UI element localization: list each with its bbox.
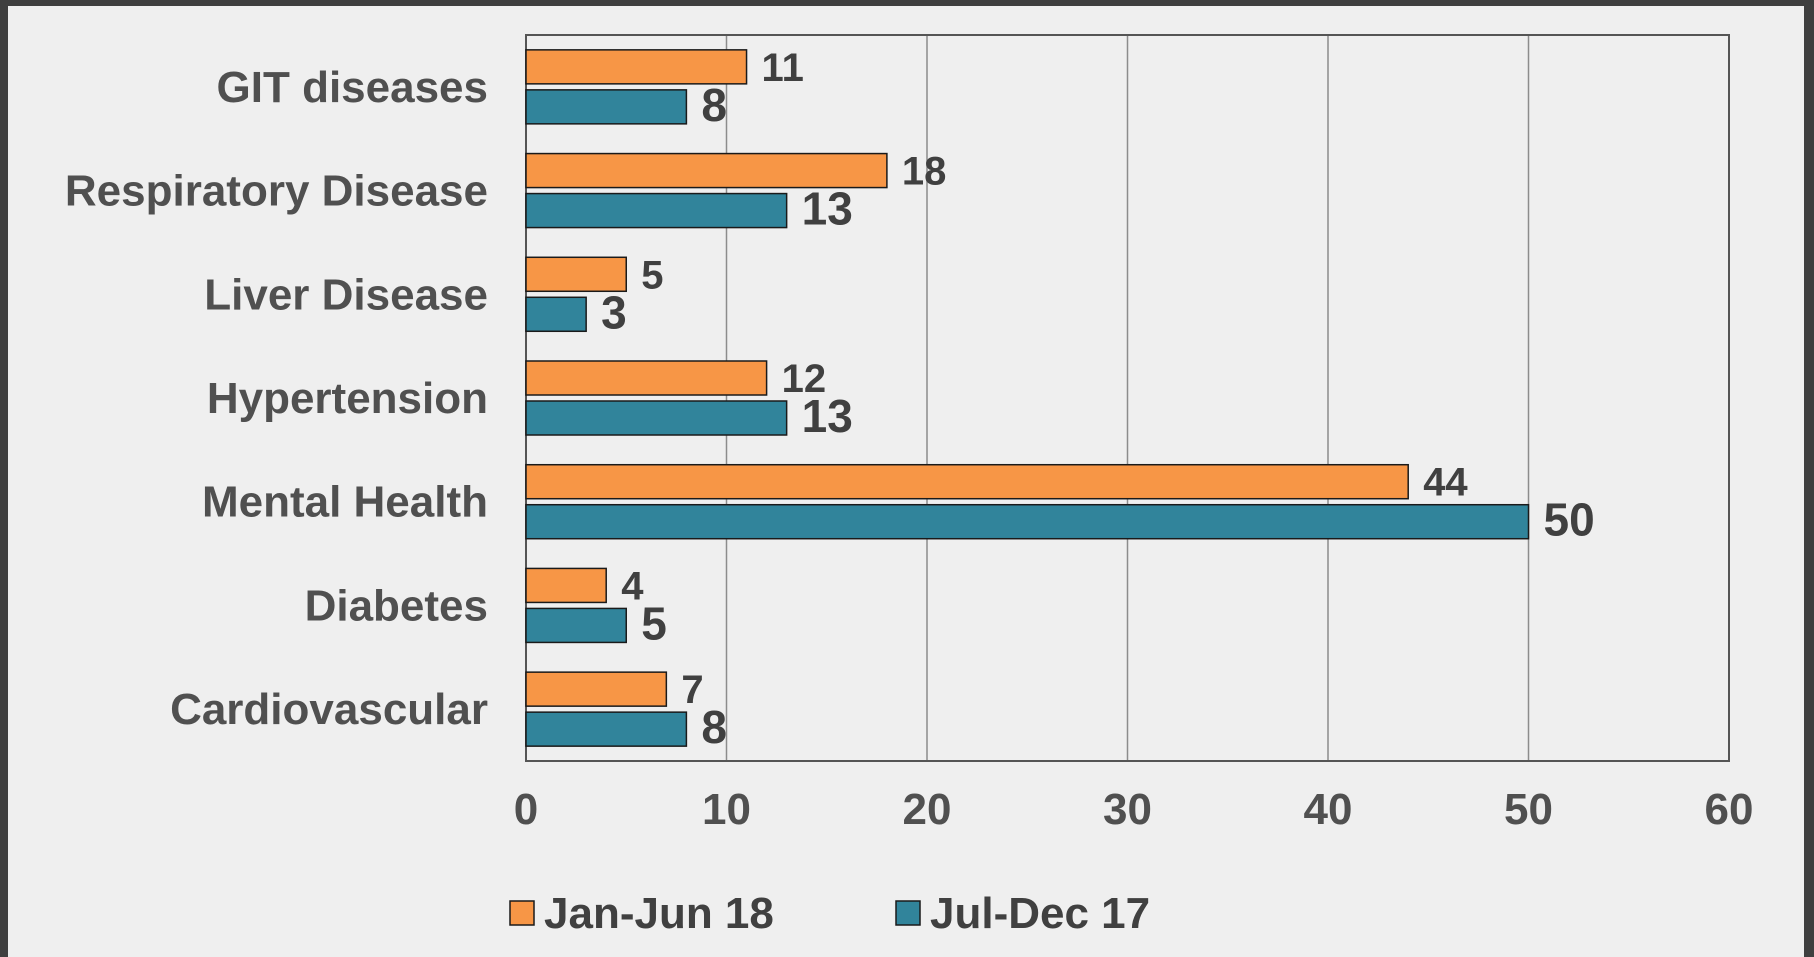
category-label: GIT diseases [217,63,488,112]
legend-label: Jan-Jun 18 [544,889,774,938]
chart-frame: 11 8 18 13 5 3 12 13 44 50 4 5 7 8 GIT diseases Respir… [8,6,1804,957]
data-label: 8 [701,701,727,753]
bar-jan-jun-18 [525,463,1409,500]
category-labels: GIT diseases Respiratory Disease Liver Dis… [65,63,488,734]
x-tick-label: 50 [1504,785,1553,834]
data-label: 44 [1423,461,1468,505]
bar-jan-jun-18 [525,256,627,293]
legend-label: Jul-Dec 17 [930,889,1150,938]
bar-jan-jun-18 [525,49,748,85]
bar-jan-jun-18 [525,360,768,396]
x-tick-label: 20 [903,785,952,834]
legend-swatch [509,900,535,926]
data-label: 5 [641,597,667,649]
data-label: 5 [641,253,663,297]
data-label: 12 [782,357,827,401]
x-axis-tick-labels: 0 10 20 30 40 50 60 [514,785,1754,834]
bar-jul-dec-17 [525,711,688,747]
category-label: Respiratory Disease [65,167,488,216]
legend-swatch [895,900,921,926]
bar-jan-jun-18 [525,671,668,707]
bars [525,49,1530,747]
data-label: 4 [621,564,644,608]
data-label: 8 [701,79,727,131]
category-label: Mental Health [202,478,488,527]
data-label: 3 [601,286,627,338]
legend: Jan-Jun 18 Jul-Dec 17 [509,889,1150,938]
bar-jan-jun-18 [525,152,888,189]
bar-jul-dec-17 [525,192,788,229]
bar-jul-dec-17 [525,296,587,333]
x-tick-label: 10 [702,785,751,834]
data-label: 18 [902,150,947,194]
category-label: Cardiovascular [170,685,488,734]
bar-jan-jun-18 [525,567,607,604]
x-tick-label: 30 [1103,785,1152,834]
category-label: Diabetes [305,581,488,630]
x-tick-label: 0 [514,785,538,834]
bar-jul-dec-17 [525,503,1530,540]
x-tick-label: 60 [1705,785,1754,834]
data-label: 50 [1544,494,1595,546]
bar-jul-dec-17 [525,607,627,644]
category-label: Hypertension [207,374,488,423]
gridlines [725,35,1530,761]
bar-jul-dec-17 [525,89,688,125]
data-label: 11 [762,46,804,90]
data-label: 13 [802,183,853,235]
category-label: Liver Disease [204,270,488,319]
x-tick-label: 40 [1304,785,1353,834]
plot-area [525,34,1730,762]
data-label: 7 [681,668,703,712]
bar-jul-dec-17 [525,400,788,436]
data-label: 13 [802,390,853,442]
